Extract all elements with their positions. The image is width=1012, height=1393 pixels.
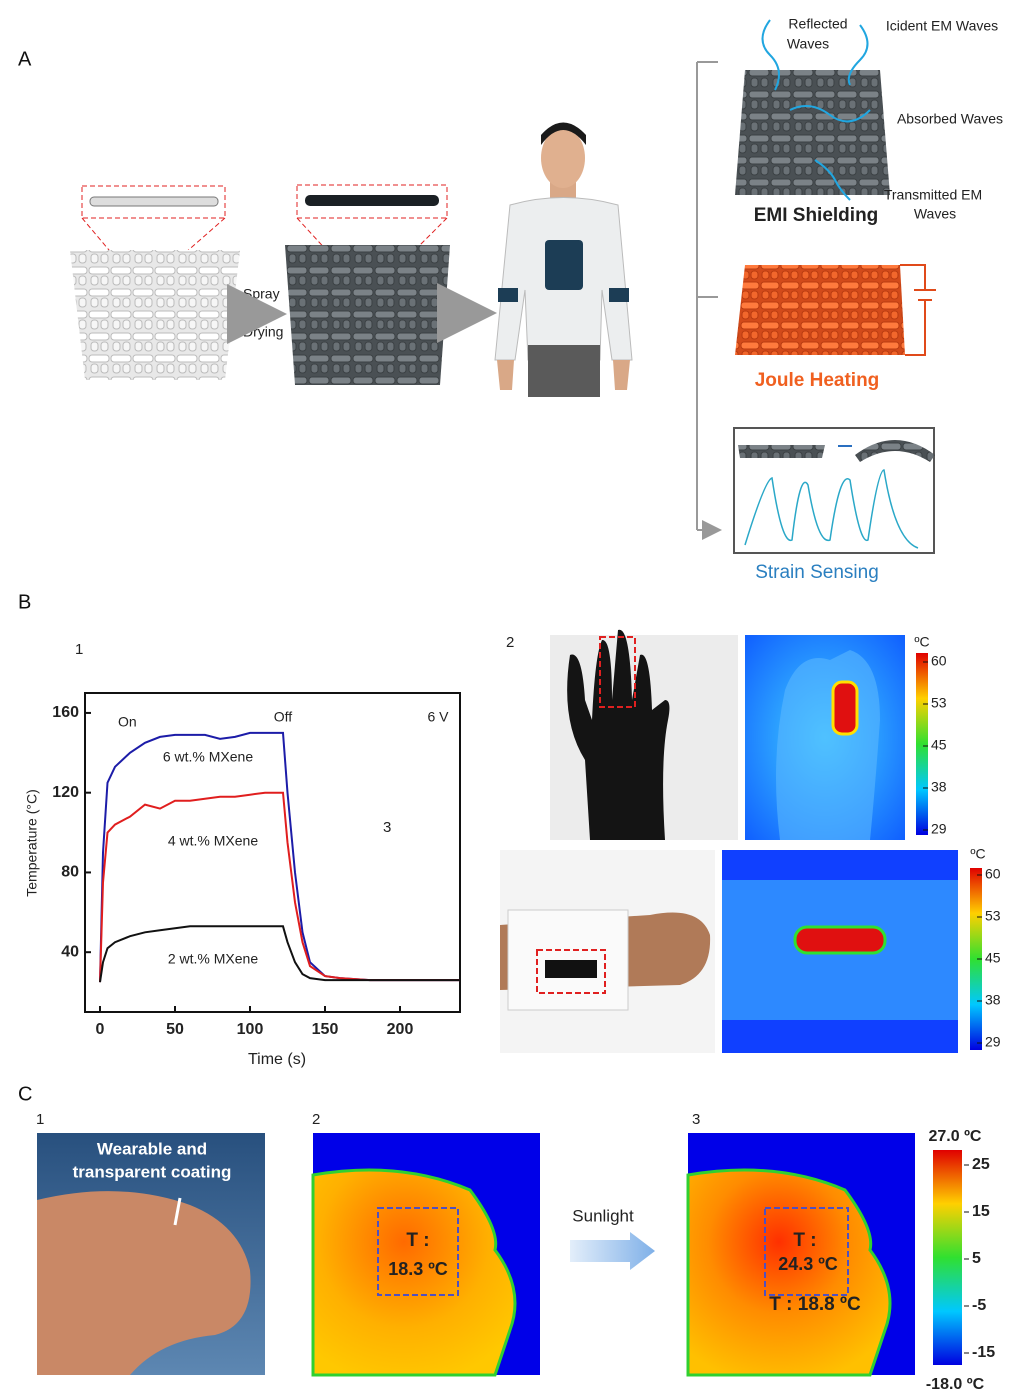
colorbar bbox=[916, 653, 928, 835]
series-line bbox=[100, 926, 460, 982]
shape-rect bbox=[545, 240, 583, 290]
fiber bbox=[305, 195, 439, 206]
x-tick-label: 50 bbox=[166, 1021, 184, 1038]
shape-rect bbox=[545, 960, 597, 978]
colorbar-tick-label: 38 bbox=[931, 779, 947, 795]
colorbar-tick-label: 53 bbox=[985, 908, 1001, 924]
sub-label: 3 bbox=[383, 819, 391, 836]
temperature-label: 18.3 ºC bbox=[388, 1259, 448, 1279]
temperature-label: T : bbox=[793, 1230, 816, 1251]
emi-text: Transmitted EM bbox=[884, 187, 982, 203]
colorbar-max: 27.0 ºC bbox=[929, 1128, 982, 1145]
colorbar-tick-label: 45 bbox=[931, 737, 947, 753]
y-tick-label: 160 bbox=[52, 704, 79, 721]
figure: A Spray Drying Reflected Waves Icident E… bbox=[0, 0, 1012, 1393]
heating-fabric bbox=[735, 265, 905, 355]
colorbar-tick-label: 38 bbox=[985, 992, 1001, 1008]
shape-rect bbox=[498, 288, 518, 302]
series-line bbox=[100, 793, 460, 982]
arrow bbox=[570, 1232, 655, 1270]
colorbar-tick-label: 60 bbox=[985, 866, 1001, 882]
colorbar-tick-label: 45 bbox=[985, 950, 1001, 966]
colorbar-tick-label: -5 bbox=[972, 1297, 986, 1314]
sub-label: 3 bbox=[692, 1111, 700, 1128]
white-fabric bbox=[70, 250, 240, 380]
x-tick-label: 100 bbox=[237, 1021, 264, 1038]
shape-path bbox=[738, 445, 825, 458]
shape-rect bbox=[795, 927, 885, 953]
coated-fabric bbox=[285, 245, 450, 385]
colorbar-tick-label: 15 bbox=[972, 1203, 990, 1220]
series-label: 4 wt.% MXene bbox=[168, 833, 258, 849]
temperature-label: 24.3 ºC bbox=[778, 1254, 838, 1274]
emi-text: Reflected bbox=[788, 16, 847, 32]
shape-path bbox=[776, 650, 880, 840]
emi-fabric bbox=[735, 70, 890, 195]
line-chart: Time (s) Temperature (°C) On Off 6 V 0 50… bbox=[24, 693, 460, 1068]
y-axis-title: Temperature (°C) bbox=[24, 789, 40, 897]
sub-label: 2 bbox=[506, 634, 514, 651]
colorbar-ticks: 25 15 5 -5 -15 bbox=[964, 1156, 995, 1361]
colorbar-tick-label: 25 bbox=[972, 1156, 990, 1173]
emi-text: Absorbed Waves bbox=[897, 111, 1003, 127]
colorbar bbox=[933, 1150, 962, 1365]
plot-frame bbox=[85, 693, 460, 1012]
colorbar-unit: ºC bbox=[970, 846, 985, 862]
colorbar-tick-label: 5 bbox=[972, 1250, 981, 1267]
x-tick-label: 0 bbox=[96, 1021, 105, 1038]
photo-caption: transparent coating bbox=[73, 1162, 232, 1181]
colorbar-min: -18.0 ºC bbox=[926, 1376, 985, 1393]
shape-rect bbox=[609, 288, 629, 302]
series-label: 6 wt.% MXene bbox=[163, 749, 253, 765]
colorbar-tick-label: -15 bbox=[972, 1344, 995, 1361]
sub-label: 1 bbox=[36, 1111, 44, 1128]
annotation: Off bbox=[274, 709, 293, 725]
panel-label: C bbox=[18, 1083, 32, 1105]
x-tick-label: 150 bbox=[312, 1021, 339, 1038]
y-tick-label: 80 bbox=[61, 864, 79, 881]
arrow-label: Sunlight bbox=[572, 1206, 634, 1225]
shape-path bbox=[900, 265, 936, 355]
x-tick-label: 200 bbox=[387, 1021, 414, 1038]
fiber bbox=[90, 197, 218, 206]
temperature-label: T : bbox=[406, 1230, 429, 1251]
annotation: On bbox=[118, 714, 137, 730]
step-label: Spray bbox=[243, 286, 280, 302]
emi-text: Waves bbox=[914, 206, 956, 222]
colorbar-tick-label: 29 bbox=[985, 1034, 1001, 1050]
function-title: Strain Sensing bbox=[755, 562, 879, 583]
x-axis-title: Time (s) bbox=[248, 1051, 306, 1068]
function-title: Joule Heating bbox=[755, 370, 880, 391]
sub-label: 1 bbox=[75, 641, 83, 658]
emi-text: Icident EM Waves bbox=[886, 18, 998, 34]
emi-text: Waves bbox=[787, 36, 829, 52]
shape-rect bbox=[528, 345, 600, 397]
photo-caption: Wearable and bbox=[97, 1139, 207, 1158]
colorbar-unit: ºC bbox=[914, 634, 929, 650]
annotation: 6 V bbox=[427, 709, 449, 725]
colorbar-tick-label: 53 bbox=[931, 695, 947, 711]
panel-label: A bbox=[18, 48, 32, 70]
temperature-label: T : 18.8 ºC bbox=[769, 1294, 861, 1315]
person bbox=[495, 123, 632, 398]
shape-path bbox=[697, 62, 718, 530]
series-label: 2 wt.% MXene bbox=[168, 951, 258, 967]
step-label: Drying bbox=[243, 324, 283, 340]
colorbar-tick-label: 60 bbox=[931, 653, 947, 669]
colorbar-tick-label: 29 bbox=[931, 821, 947, 837]
shape-rect bbox=[833, 682, 857, 734]
function-title: EMI Shielding bbox=[754, 205, 879, 226]
panel-label: B bbox=[18, 591, 31, 613]
y-tick-label: 40 bbox=[61, 943, 79, 960]
series-line bbox=[100, 733, 460, 982]
y-tick-label: 120 bbox=[52, 784, 79, 801]
sub-label: 2 bbox=[312, 1111, 320, 1128]
